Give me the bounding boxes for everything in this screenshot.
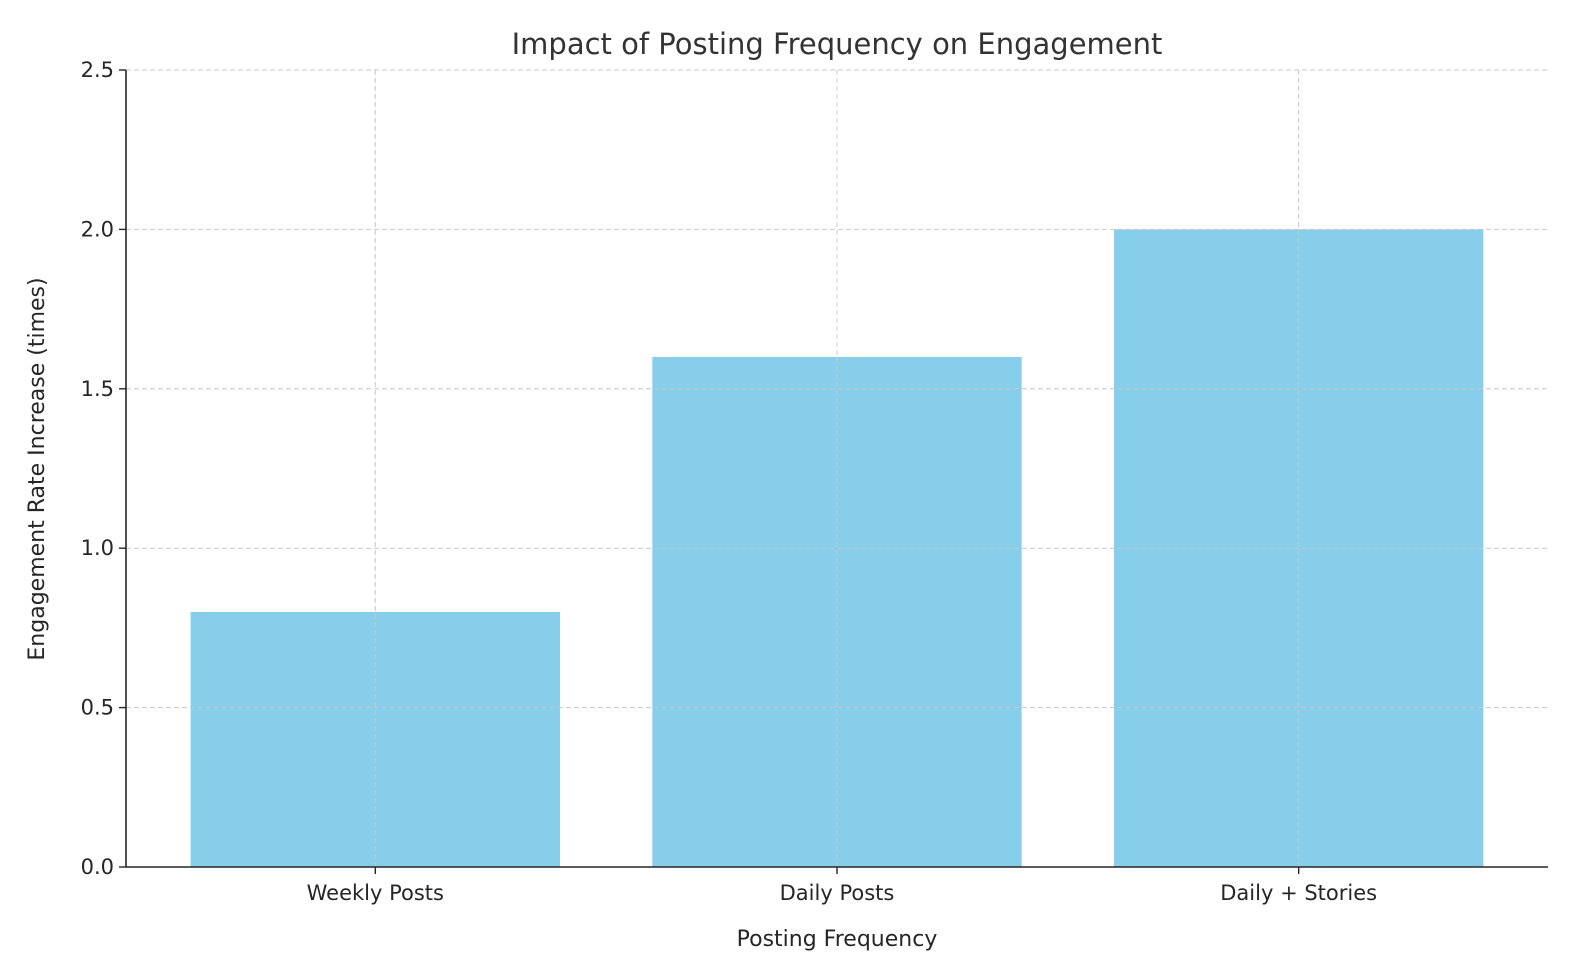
y-tick-label: 0.5 — [81, 696, 114, 720]
axes: 0.0 0.5 1.0 1.5 2.0 2.5 Weekly Posts Daily Post… — [81, 58, 1548, 905]
y-tick-label: 2.5 — [81, 58, 114, 82]
grid — [126, 69, 1548, 868]
x-tick-label: Weekly Posts — [307, 881, 444, 905]
x-tick-label: Daily + Stories — [1220, 881, 1377, 905]
y-tick-label: 1.0 — [81, 536, 114, 560]
y-tick-label: 1.5 — [81, 377, 114, 401]
chart-title: Impact of Posting Frequency on Engagemen… — [512, 27, 1163, 61]
y-axis-label: Engagement Rate Increase (times) — [25, 277, 50, 660]
y-tick-label: 2.0 — [81, 217, 114, 241]
x-tick-label: Daily Posts — [780, 881, 895, 905]
y-tick-label: 0.0 — [81, 855, 114, 879]
x-axis-label: Posting Frequency — [737, 927, 938, 952]
